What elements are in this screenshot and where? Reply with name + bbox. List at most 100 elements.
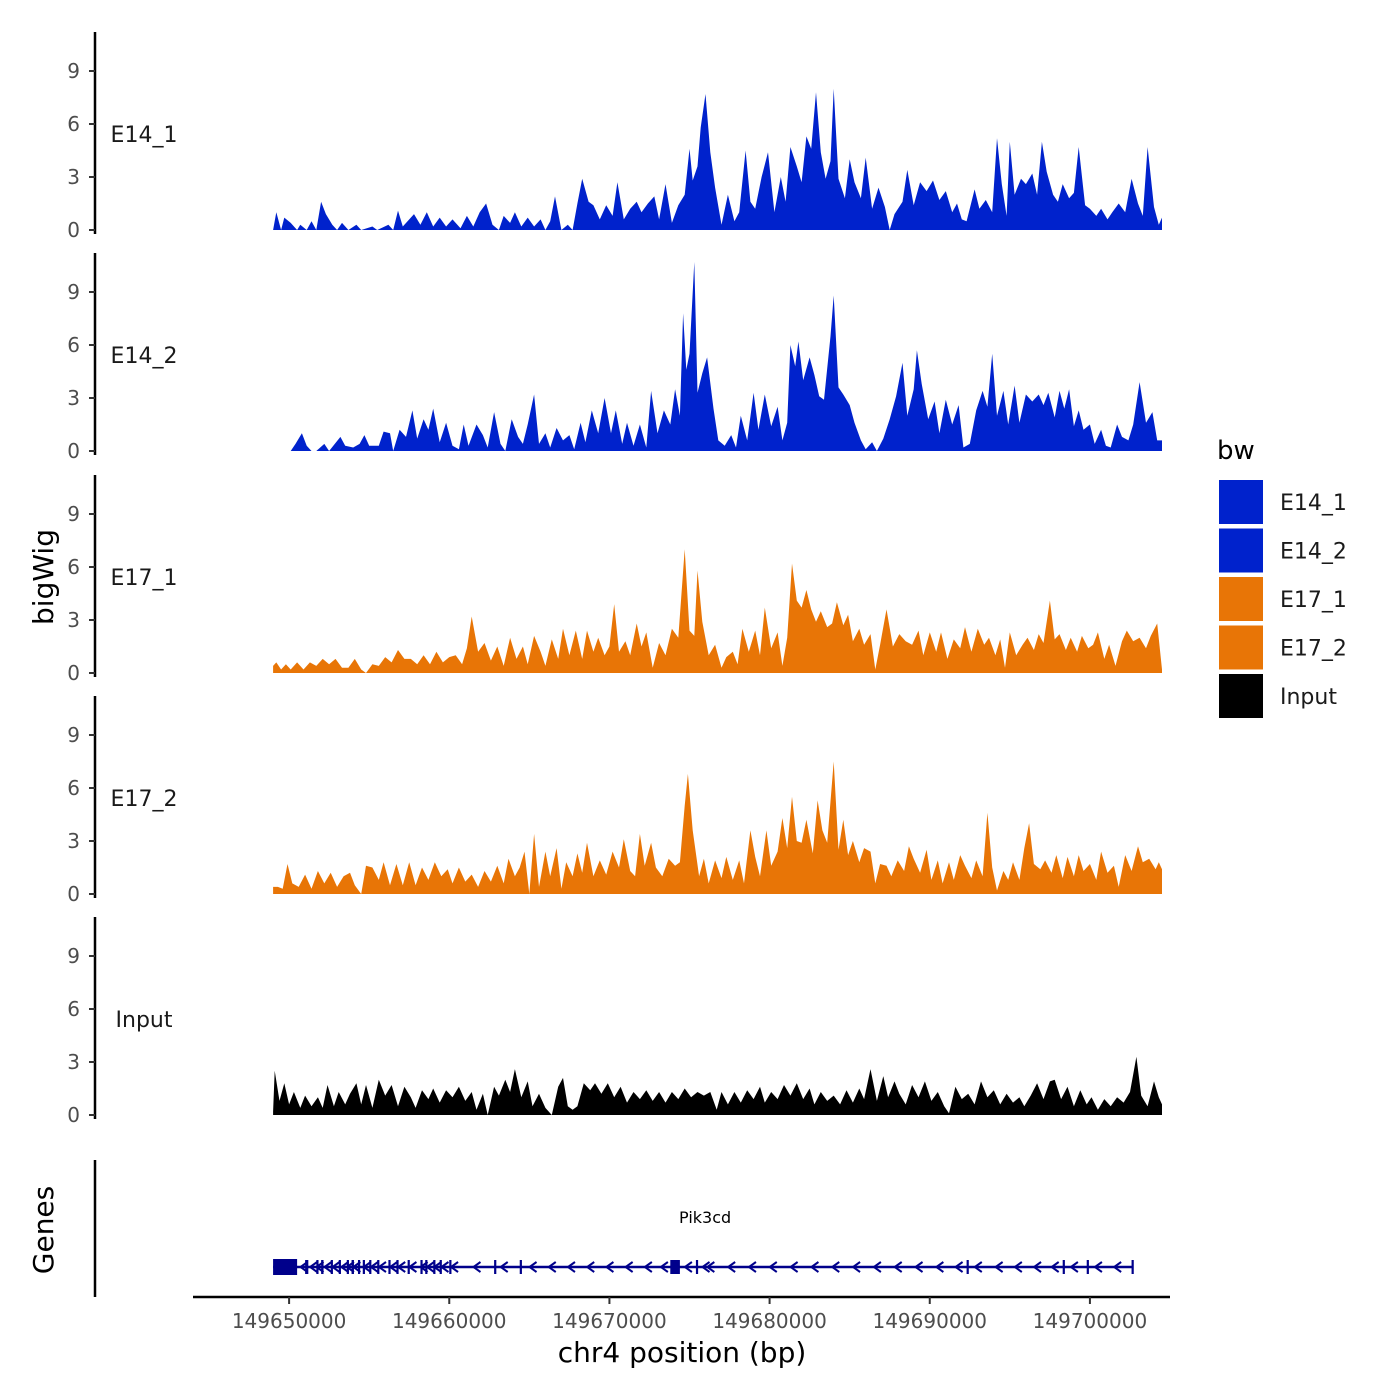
strand-arrow (330, 1261, 341, 1273)
legend-title: bw (1217, 436, 1255, 466)
track-e17-1: 0 3 6 9 E17_1 (67, 475, 1163, 685)
x-tick-label: 149700000 (1033, 1309, 1148, 1333)
strand-arrow (893, 1261, 903, 1273)
gene-exon (670, 1260, 680, 1274)
y-tick-label: 9 (67, 59, 80, 83)
strand-arrow (322, 1261, 333, 1273)
y-tick-label: 0 (67, 882, 80, 906)
strand-arrow (934, 1261, 944, 1273)
strand-arrow (418, 1261, 429, 1273)
strand-arrow (425, 1261, 435, 1273)
strand-arrow (788, 1261, 799, 1273)
legend: bw E14_1 E14_2 E17_1 E17_2 Input (1217, 436, 1347, 718)
strand-arrow (369, 1261, 379, 1273)
y-tick-label: 3 (67, 165, 80, 189)
legend-swatch (1219, 674, 1263, 718)
genes-axis-title: Genes (27, 1186, 60, 1274)
gene-exon (357, 1260, 361, 1274)
legend-label: E17_1 (1280, 588, 1347, 613)
strand-arrow (1013, 1261, 1023, 1273)
coverage-area (273, 549, 1163, 673)
strand-arrow (314, 1261, 325, 1273)
y-tick-label: 6 (67, 333, 80, 357)
y-tick-label: 6 (67, 997, 80, 1021)
y-tick-label: 6 (67, 112, 80, 136)
strand-arrow (851, 1261, 861, 1273)
strand-arrow (913, 1261, 924, 1273)
strand-arrow (527, 1261, 538, 1273)
gene-exon (966, 1260, 969, 1274)
strand-arrow (768, 1261, 778, 1273)
gene-exon (494, 1260, 497, 1274)
strand-arrow (1032, 1261, 1042, 1273)
y-tick-label: 0 (67, 1103, 80, 1127)
x-tick-label: 149680000 (712, 1309, 827, 1333)
track-e14-2: 0 3 6 9 E14_2 (67, 253, 1163, 463)
strand-arrow (449, 1261, 459, 1273)
legend-swatch (1219, 577, 1263, 621)
strand-arrow (1112, 1261, 1122, 1273)
gene-exon (321, 1260, 324, 1274)
strand-arrow (377, 1261, 387, 1273)
y-axis-title: bigWig (27, 529, 60, 625)
y-tick-label: 6 (67, 776, 80, 800)
strand-arrow (643, 1261, 653, 1273)
strand-arrow (351, 1261, 361, 1273)
strand-arrow (498, 1261, 509, 1273)
y-tick-label: 0 (67, 218, 80, 242)
strand-arrow (623, 1261, 634, 1273)
x-tick-label: 149670000 (552, 1309, 667, 1333)
strand-arrow (407, 1261, 418, 1273)
gene-panel: Pik3cd (93, 1160, 1134, 1297)
strand-arrow (683, 1261, 693, 1273)
gene-exon (273, 1259, 298, 1275)
strand-arrow (585, 1261, 595, 1273)
strand-arrow (388, 1261, 398, 1273)
strand-arrow (471, 1261, 482, 1273)
gene-name-label: Pik3cd (679, 1208, 731, 1227)
track-input: 0 3 6 9 Input (67, 917, 1163, 1127)
strand-arrow (339, 1261, 349, 1273)
strand-arrow (700, 1261, 711, 1273)
strand-arrow (993, 1261, 1004, 1273)
strand-arrow (298, 1261, 309, 1273)
strand-arrow (726, 1261, 736, 1273)
legend-swatch (1219, 528, 1263, 573)
track-label: E17_1 (111, 566, 178, 591)
gene-exon (1062, 1260, 1065, 1274)
legend-swatch (1219, 480, 1263, 524)
y-tick-label: 3 (67, 829, 80, 853)
legend-label: Input (1280, 685, 1337, 710)
coverage-area (273, 88, 1163, 230)
y-tick-label: 0 (67, 439, 80, 463)
legend-label: E14_2 (1280, 540, 1347, 565)
strand-arrow (1093, 1261, 1103, 1273)
coverage-area (273, 761, 1163, 894)
coverage-tracks: 0 3 6 9 E14_1 0 3 6 9 E14_2 0 3 6 9 E17_1 0 3 6 9 E17_2 0 3 6 9… (67, 32, 1163, 1127)
track-label: E17_2 (111, 787, 178, 812)
x-tick-label: 149690000 (872, 1309, 987, 1333)
strand-arrow (705, 1261, 715, 1273)
y-tick-label: 3 (67, 608, 80, 632)
strand-arrow (604, 1261, 615, 1273)
y-tick-label: 9 (67, 944, 80, 968)
strand-arrow (872, 1261, 882, 1273)
y-tick-label: 3 (67, 386, 80, 410)
y-tick-label: 3 (67, 1050, 80, 1074)
legend-label: E14_1 (1280, 491, 1347, 516)
track-e14-1: 0 3 6 9 E14_1 (67, 32, 1163, 242)
strand-arrow (747, 1261, 757, 1273)
x-tick-label: 149660000 (392, 1309, 507, 1333)
track-label: Input (116, 1008, 173, 1033)
coverage-area (273, 262, 1163, 451)
y-tick-label: 9 (67, 723, 80, 747)
gene-exon (305, 1260, 309, 1274)
strand-arrow (830, 1261, 840, 1273)
track-label: E14_2 (111, 344, 178, 369)
strand-arrow (547, 1261, 557, 1273)
strand-arrow (362, 1261, 372, 1273)
x-tick-label: 149650000 (232, 1309, 347, 1333)
strand-arrow (809, 1261, 820, 1273)
x-axis-title: chr4 position (bp) (558, 1336, 807, 1369)
legend-label: E17_2 (1280, 637, 1347, 662)
